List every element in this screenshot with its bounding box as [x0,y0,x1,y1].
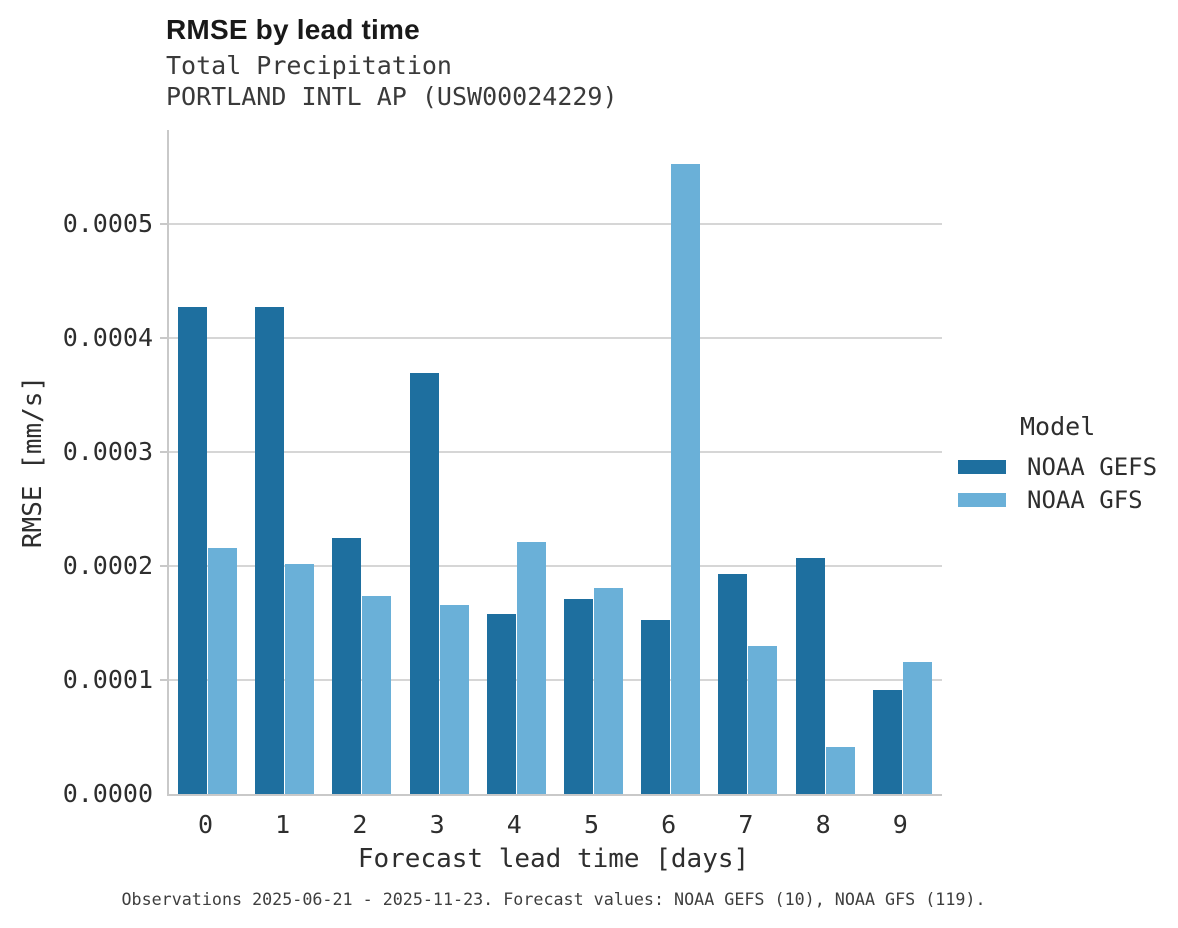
gridline-0.0003 [169,451,942,454]
bar-noaa-gfs-lead-5 [594,587,623,794]
legend-title: Model [1020,412,1096,441]
y-tick-label-0.0002: 0.0002 [62,551,153,581]
y-tick-label-0.0000: 0.0000 [62,779,153,808]
y-tick-mark [160,223,167,226]
y-tick-mark [160,679,167,682]
bar-noaa-gefs-lead-9 [872,690,902,794]
x-tick-label-1: 1 [275,810,291,839]
x-tick-label-4: 4 [506,810,522,839]
plot-area [160,130,942,796]
x-tick-label-9: 9 [892,810,908,839]
x-axis-tick-labels: 0 1 2 3 4 5 6 7 8 9 [167,794,940,840]
legend-swatch-noaa-gfs [958,492,1006,507]
legend-swatch-noaa-gefs [958,459,1006,474]
bar-noaa-gfs-lead-3 [439,604,469,794]
x-tick-label-3: 3 [429,810,445,839]
bar-noaa-gfs-lead-7 [748,645,778,794]
gridline-0.0005 [169,223,942,226]
bar-noaa-gefs-lead-7 [718,574,748,794]
legend-label-noaa-gfs: NOAA GFS [1027,485,1143,514]
bar-noaa-gefs-lead-2 [332,537,362,794]
y-tick-label-0.0005: 0.0005 [62,209,153,239]
y-tick-mark [160,451,167,454]
bar-noaa-gfs-lead-8 [825,747,855,794]
bar-noaa-gfs-lead-4 [516,542,546,794]
footnote-caption: Observations 2025-06-21 - 2025-11-23. Fo… [121,889,986,909]
x-tick-label-7: 7 [738,810,754,839]
bar-noaa-gfs-lead-1 [285,563,315,794]
x-tick-label-5: 5 [583,810,600,839]
chart-subtitle: Total Precipitation PORTLAND INTL AP (USW… [166,51,618,112]
bar-noaa-gefs-lead-0 [178,307,207,794]
gridline-0.0001 [169,679,942,682]
legend-label-noaa-gefs: NOAA GEFS [1027,452,1158,481]
y-tick-mark [160,565,167,568]
bar-noaa-gfs-lead-9 [902,661,932,794]
bar-noaa-gefs-lead-4 [486,613,516,794]
bar-noaa-gefs-lead-1 [255,307,285,794]
bar-noaa-gefs-lead-3 [409,373,439,794]
bar-noaa-gfs-lead-6 [671,163,701,794]
x-tick-label-2: 2 [352,810,368,839]
x-tick-label-8: 8 [815,810,831,839]
bar-noaa-gfs-lead-2 [362,595,392,794]
subtitle-line-1: Total Precipitation [166,51,452,80]
gridline-0.0002 [169,565,942,568]
bar-noaa-gefs-lead-5 [564,599,593,794]
chart-title: RMSE by lead time [166,14,420,45]
legend-item-noaa-gfs: NOAA GFS [958,483,1157,516]
gridline-0.0004 [169,337,942,340]
x-axis-title: Forecast lead time [days] [357,844,750,874]
legend: Model NOAA GEFS NOAA GFS [958,412,1157,516]
x-tick-label-6: 6 [661,810,677,839]
y-axis-tick-labels: 0.0000 0.0001 0.0002 0.0003 0.0004 0.0005 [0,130,153,808]
y-tick-label-0.0004: 0.0004 [62,323,153,353]
y-tick-label-0.0001: 0.0001 [62,665,153,695]
bar-noaa-gfs-lead-0 [208,547,237,794]
x-tick-label-0: 0 [197,810,214,839]
bar-noaa-gefs-lead-6 [641,619,671,794]
bar-noaa-gefs-lead-8 [795,558,825,794]
subtitle-line-2: PORTLAND INTL AP (USW00024229) [166,81,618,111]
y-tick-mark [160,337,167,340]
legend-item-noaa-gefs: NOAA GEFS [958,450,1157,483]
y-tick-label-0.0003: 0.0003 [62,437,153,467]
